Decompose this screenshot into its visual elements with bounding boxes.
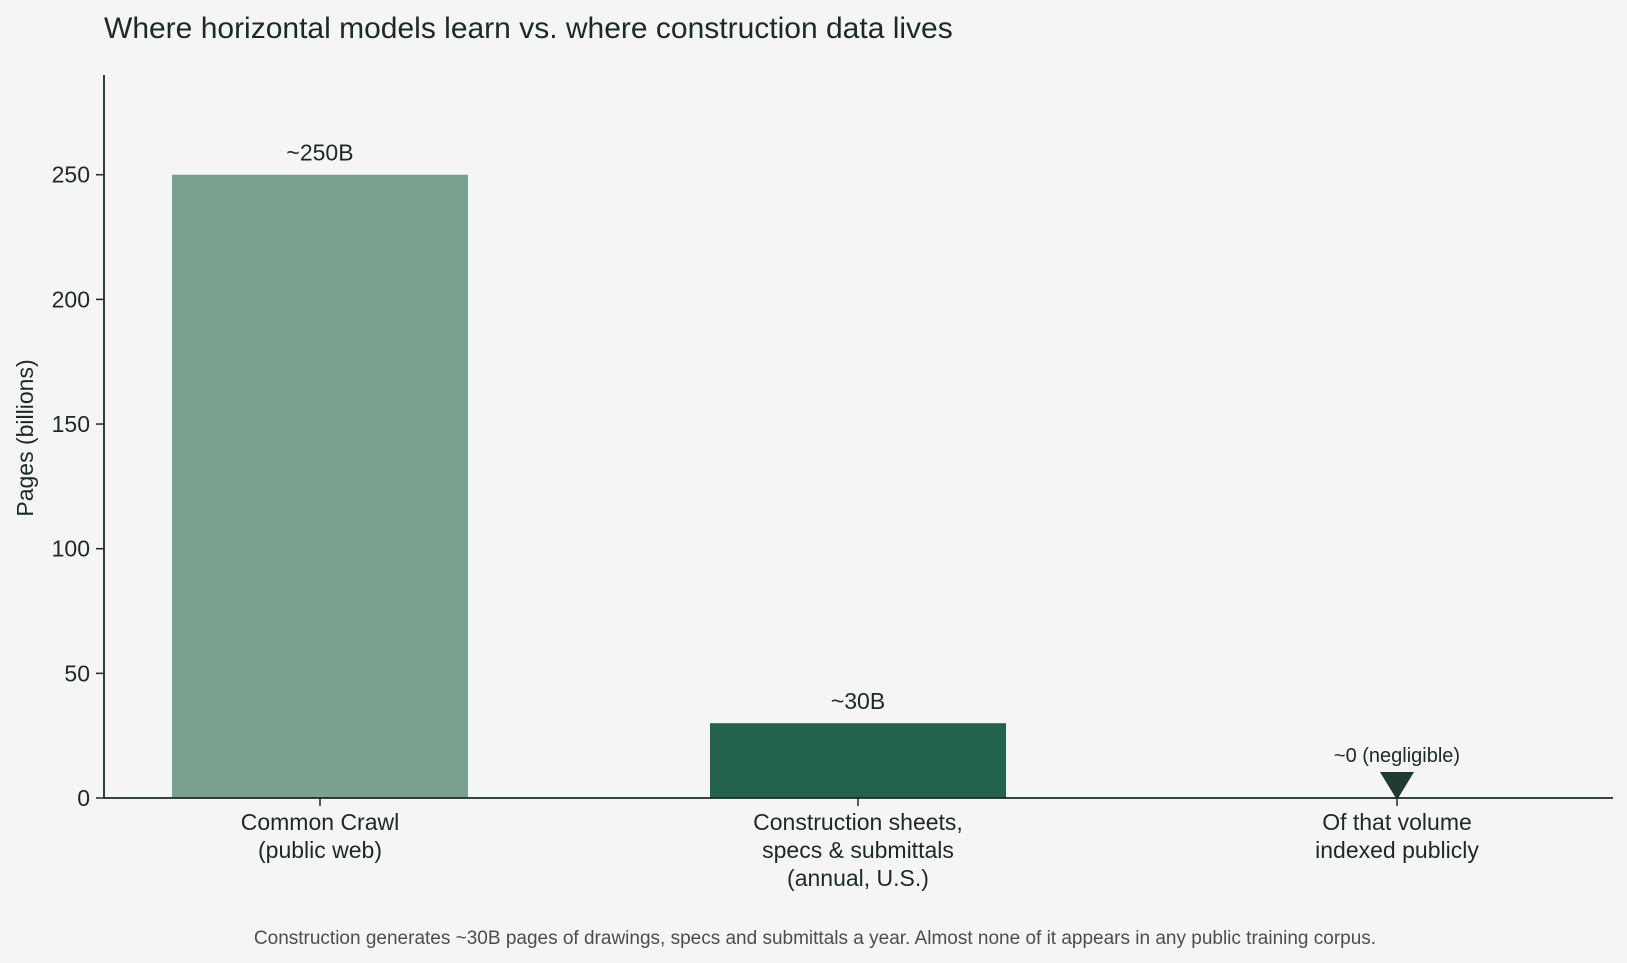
bar — [710, 723, 1006, 798]
y-tick-label: 0 — [77, 785, 90, 811]
y-axis-label: Pages (billions) — [12, 359, 38, 516]
zero-marker — [1380, 772, 1414, 800]
x-tick-label: Of that volume indexed publicly — [1315, 809, 1479, 863]
data-label: ~30B — [831, 688, 885, 714]
data-label: ~0 (negligible) — [1334, 745, 1460, 767]
data-label: ~250B — [286, 140, 353, 166]
y-tick-label: 50 — [64, 660, 90, 686]
y-tick-label: 250 — [52, 162, 90, 188]
x-tick-label: Construction sheets, specs & submittals (a… — [753, 809, 963, 891]
x-tick-label: Common Crawl (public web) — [241, 809, 399, 863]
chart-title: Where horizontal models learn vs. where … — [104, 12, 953, 45]
y-tick-label: 150 — [52, 411, 90, 437]
plot-area: 0 50 100 150 200 250 Common Crawl (public web) C… — [52, 75, 1613, 891]
bar — [172, 174, 468, 799]
y-tick-label: 200 — [52, 286, 90, 312]
chart-caption: Construction generates ~30B pages of dra… — [254, 928, 1376, 949]
y-tick-label: 100 — [52, 536, 90, 562]
